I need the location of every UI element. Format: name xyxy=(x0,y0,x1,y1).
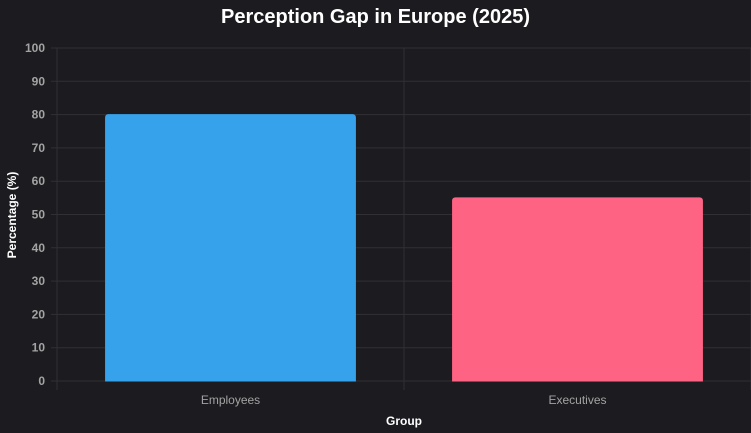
y-axis-title: Percentage (%) xyxy=(5,172,19,259)
x-axis-title: Group xyxy=(386,414,422,428)
bars xyxy=(105,114,703,382)
x-tick-label: Executives xyxy=(548,393,606,407)
y-tick-label: 30 xyxy=(32,274,46,288)
y-tick-label: 10 xyxy=(32,341,46,355)
bar-executives xyxy=(452,197,703,382)
chart-title: Perception Gap in Europe (2025) xyxy=(221,6,530,28)
y-tick-label: 90 xyxy=(32,74,46,88)
x-tick-label: Employees xyxy=(201,393,260,407)
y-tick-label: 80 xyxy=(32,108,46,122)
y-axis-ticks: 0 10 20 30 40 50 60 70 80 90 100 xyxy=(25,41,45,388)
x-axis-ticks: Employees Executives xyxy=(201,393,607,407)
y-tick-label: 40 xyxy=(32,241,46,255)
y-tick-label: 20 xyxy=(32,307,46,321)
y-tick-label: 70 xyxy=(32,141,46,155)
y-tick-label: 60 xyxy=(32,174,46,188)
y-tick-label: 50 xyxy=(32,208,46,222)
y-tick-label: 0 xyxy=(38,374,45,388)
bar-employees xyxy=(105,114,356,382)
y-tick-label: 100 xyxy=(25,41,45,55)
